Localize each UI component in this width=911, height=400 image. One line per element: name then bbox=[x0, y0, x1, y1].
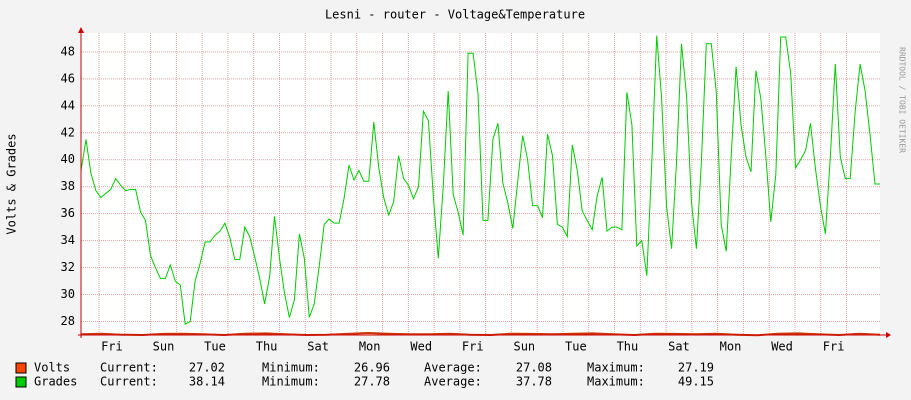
stat-value: 27.78 bbox=[354, 375, 390, 389]
legend-swatch bbox=[15, 362, 27, 374]
x-tick-label: Thu bbox=[617, 340, 639, 354]
stat-value: 49.15 bbox=[678, 375, 714, 389]
stat-value: 26.96 bbox=[354, 361, 390, 375]
y-arrow bbox=[78, 27, 84, 33]
y-tick-label: 38 bbox=[61, 179, 75, 193]
stat-label: Current: bbox=[100, 375, 158, 389]
stat-label: Current: bbox=[100, 361, 158, 375]
stat-value: 27.02 bbox=[189, 361, 225, 375]
y-tick-label: 30 bbox=[61, 287, 75, 301]
stat-value: 27.19 bbox=[678, 361, 714, 375]
y-tick-label: 44 bbox=[61, 98, 75, 112]
x-tick-label: Wed bbox=[410, 340, 432, 354]
stat-label: Minimum: bbox=[262, 361, 320, 375]
x-tick-label: Sat bbox=[307, 340, 329, 354]
x-tick-label: Sat bbox=[668, 340, 690, 354]
stat-label: Average: bbox=[424, 361, 482, 375]
x-tick-label: Wed bbox=[771, 340, 793, 354]
x-arrow bbox=[886, 332, 891, 338]
x-tick-label: Sun bbox=[153, 340, 175, 354]
stat-value: 27.08 bbox=[516, 361, 552, 375]
y-tick-label: 48 bbox=[61, 44, 75, 58]
x-tick-label: Fri bbox=[823, 340, 845, 354]
legend-label: Grades bbox=[34, 375, 77, 389]
x-tick-label: Sun bbox=[513, 340, 535, 354]
y-tick-label: 34 bbox=[61, 233, 75, 247]
y-axis-label: Volts & Grades bbox=[5, 133, 19, 234]
y-tick-label: 32 bbox=[61, 260, 75, 274]
stat-value: 37.78 bbox=[516, 375, 552, 389]
plot-area bbox=[81, 33, 880, 335]
y-tick-label: 40 bbox=[61, 152, 75, 166]
y-tick-label: 36 bbox=[61, 206, 75, 220]
x-tick-label: Tue bbox=[204, 340, 226, 354]
chart-title: Lesni - router - Voltage&Temperature bbox=[325, 8, 585, 22]
stat-label: Maximum: bbox=[587, 375, 645, 389]
x-tick-label: Tue bbox=[565, 340, 587, 354]
x-tick-label: Fri bbox=[462, 340, 484, 354]
x-tick-label: Thu bbox=[256, 340, 278, 354]
stat-label: Maximum: bbox=[587, 361, 645, 375]
legend-label: Volts bbox=[34, 361, 70, 375]
y-tick-label: 28 bbox=[61, 314, 75, 328]
stat-value: 38.14 bbox=[189, 375, 225, 389]
y-tick-label: 46 bbox=[61, 71, 75, 85]
legend-swatch bbox=[15, 376, 27, 388]
x-tick-label: Fri bbox=[101, 340, 123, 354]
x-tick-label: Mon bbox=[359, 340, 381, 354]
watermark: RRDTOOL / TOBI OETIKER bbox=[898, 47, 907, 153]
y-tick-label: 42 bbox=[61, 125, 75, 139]
x-tick-label: Mon bbox=[720, 340, 742, 354]
series-line bbox=[80, 35, 880, 325]
stat-label: Average: bbox=[424, 375, 482, 389]
stat-label: Minimum: bbox=[262, 375, 320, 389]
